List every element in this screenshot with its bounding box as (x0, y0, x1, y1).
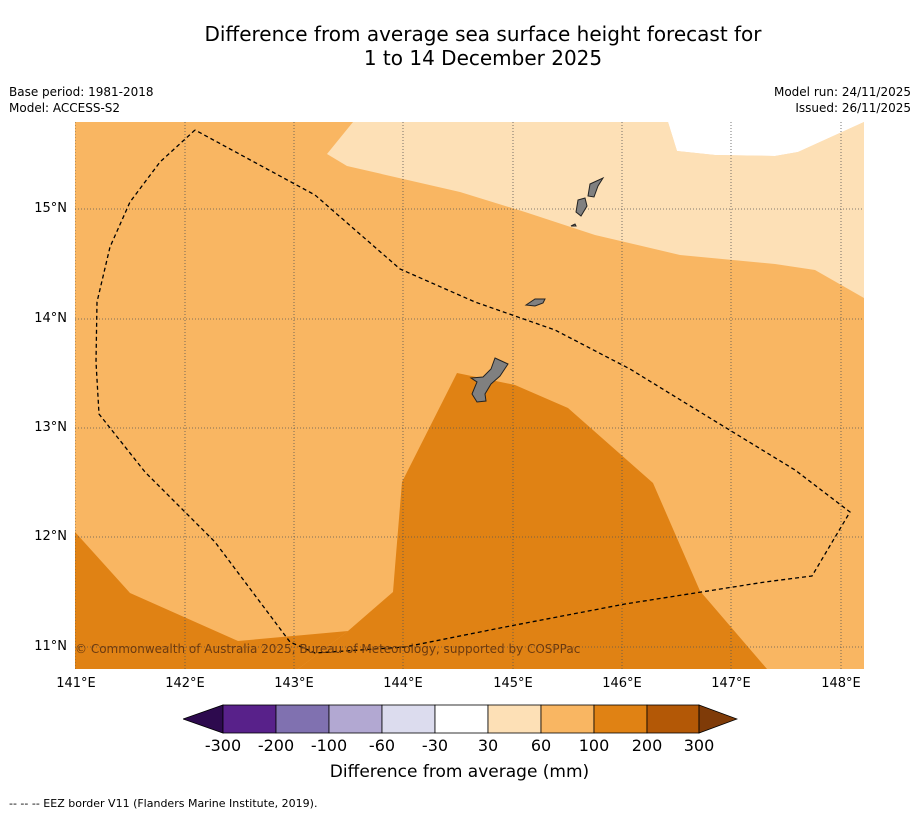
colorbar-label: Difference from average (mm) (329, 762, 590, 782)
lon-label-145e: 145°E (493, 676, 533, 691)
colorbar (183, 704, 738, 734)
lon-label-144e: 144°E (383, 676, 423, 691)
colorbar-segment (593, 704, 648, 734)
colorbar-tick: -300 (204, 736, 242, 755)
model-text: Model: ACCESS-S2 (9, 101, 121, 115)
colorbar-tick: 300 (683, 736, 715, 755)
colorbar-extend-high (698, 704, 738, 734)
colorbar-extend-low (183, 704, 224, 734)
lat-label-12n: 12°N (34, 529, 67, 544)
title-line-2: 1 to 14 December 2025 (363, 46, 603, 70)
colorbar-tick: -60 (368, 736, 396, 755)
saipan-island (587, 176, 605, 198)
rota-island (524, 298, 546, 307)
tinian-island (575, 197, 588, 217)
colorbar-tick: -200 (257, 736, 295, 755)
colorbar-segment (434, 704, 489, 734)
base-period-text: Base period: 1981-2018 (9, 85, 154, 99)
lat-label-11n: 11°N (34, 639, 67, 654)
zone-100-200-west (75, 532, 348, 669)
colorbar-tick: 200 (631, 736, 663, 755)
colorbar-segment (222, 704, 277, 734)
colorbar-segment (328, 704, 383, 734)
map-plot (75, 122, 864, 669)
lon-label-141e: 141°E (56, 676, 96, 691)
zone-30-60 (327, 122, 864, 298)
colorbar-tick: 30 (477, 736, 499, 755)
zone-100-200-east (298, 373, 767, 669)
lon-label-143e: 143°E (274, 676, 314, 691)
lat-label-14n: 14°N (34, 311, 67, 326)
title-line-1: Difference from average sea surface heig… (204, 22, 762, 46)
colorbar-segment (381, 704, 436, 734)
copyright-text: © Commonwealth of Australia 2025, Bureau… (75, 642, 581, 656)
model-run-text: Model run: 24/11/2025 (773, 85, 911, 99)
aguijan-island (570, 223, 577, 227)
colorbar-segment (275, 704, 330, 734)
colorbar-tick: 100 (578, 736, 610, 755)
lat-label-13n: 13°N (34, 420, 67, 435)
map-title: Difference from average sea surface heig… (0, 22, 919, 70)
colorbar-segment (487, 704, 542, 734)
lon-label-142e: 142°E (165, 676, 205, 691)
issued-text: Issued: 26/11/2025 (795, 101, 911, 115)
lon-label-147e: 147°E (711, 676, 751, 691)
metadata-left: Base period: 1981-2018 Model: ACCESS-S2 (9, 84, 154, 116)
colorbar-tick: 60 (530, 736, 552, 755)
islands (469, 176, 605, 403)
gridlines (75, 122, 864, 669)
guam-island (469, 357, 509, 403)
lat-label-15n: 15°N (34, 201, 67, 216)
colorbar-segment (540, 704, 595, 734)
lon-label-146e: 146°E (602, 676, 642, 691)
colorbar-tick: -100 (310, 736, 348, 755)
eez-border (95, 129, 851, 654)
colorbar-segment (646, 704, 700, 734)
colorbar-tick: -30 (421, 736, 449, 755)
metadata-right: Model run: 24/11/2025 Issued: 26/11/2025 (774, 84, 911, 116)
eez-legend-text: -- -- -- EEZ border V11 (Flanders Marine… (9, 797, 318, 810)
lon-label-148e: 148°E (821, 676, 861, 691)
zone-no-data (668, 122, 864, 156)
